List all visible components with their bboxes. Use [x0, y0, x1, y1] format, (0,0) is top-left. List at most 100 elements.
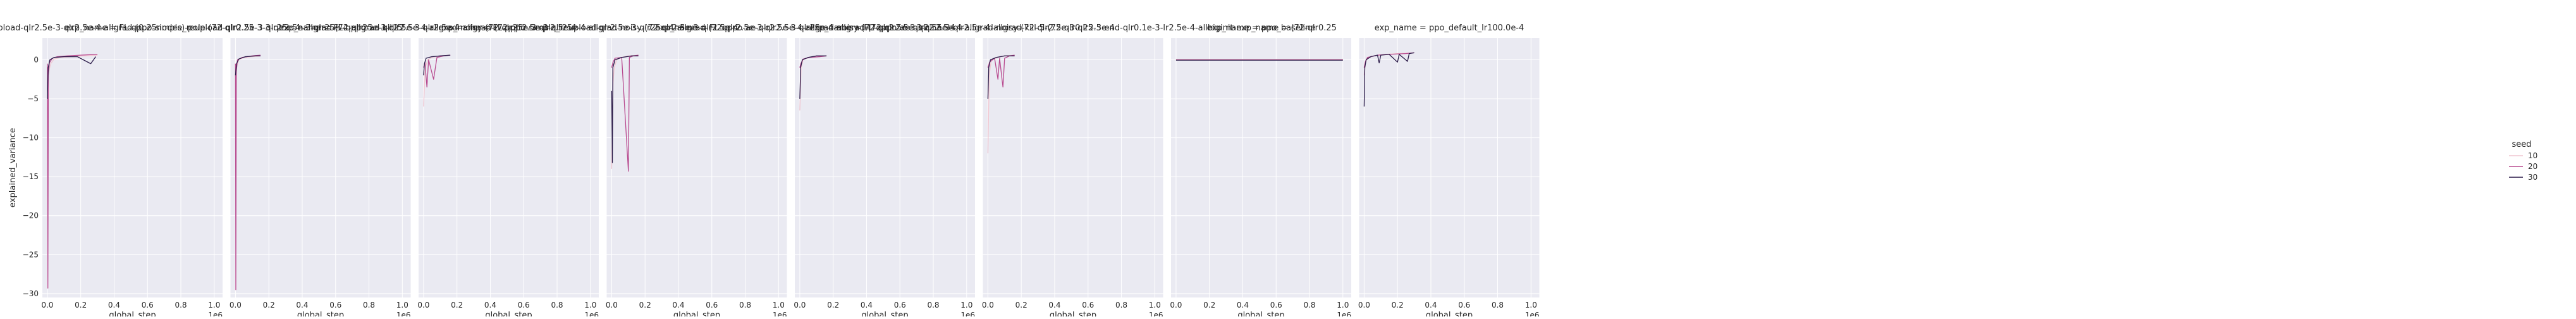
panel-2: 0.0 0.2 0.4 0.6 0.8 1.01e6global_stepexp_name… — [64, 23, 576, 319]
x-offset-label: 1e6 — [773, 311, 787, 316]
panel-series — [611, 54, 639, 172]
x-tick-label: 0.0 — [982, 301, 994, 310]
x-tick-label: 0.4 — [1048, 301, 1060, 310]
x-tick-label: 0.4 — [1237, 301, 1249, 310]
y-tick-label: −20 — [23, 211, 39, 220]
x-offset-label: 1e6 — [1525, 311, 1540, 316]
x-tick-label: 0.6 — [142, 301, 154, 310]
series-line-seed-20 — [423, 54, 451, 88]
legend-label-seed-20: 20 — [2528, 162, 2537, 171]
panel-series — [47, 54, 98, 289]
legend-label-seed-10: 10 — [2528, 151, 2537, 160]
panel-title: exp_name = FL-qppo-ae-qlr2.5e-3-qlr25e-4… — [655, 23, 1115, 33]
x-offset-label: 1e6 — [1337, 311, 1351, 316]
panel-title: exp_name = ppo_baseline — [1207, 23, 1316, 33]
panel-series — [987, 54, 1015, 154]
y-tick-label: −5 — [27, 94, 39, 103]
x-tick-label: 0.6 — [706, 301, 718, 310]
series-line-seed-30 — [611, 55, 639, 163]
x-tick-label: 0.2 — [451, 301, 463, 310]
x-axis-label: global_step — [297, 311, 344, 316]
y-tick-label: −30 — [23, 289, 39, 298]
y-tick-label: −15 — [23, 172, 39, 181]
plot-background — [983, 38, 1163, 297]
x-tick-label: 1.0 — [1149, 301, 1161, 310]
x-axis-label: global_step — [861, 311, 908, 316]
plot-background — [1171, 38, 1351, 297]
x-tick-label: 0.4 — [672, 301, 684, 310]
x-tick-label: 0.8 — [175, 301, 187, 310]
x-tick-label: 0.6 — [1082, 301, 1094, 310]
x-tick-label: 0.0 — [1358, 301, 1370, 310]
x-tick-label: 0.8 — [1303, 301, 1315, 310]
series-line-seed-30 — [235, 55, 261, 76]
series-line-seed-30 — [423, 54, 451, 76]
panel-title: exp_name = FL-qppo-ae-qlr2.5e-3-qlr2.5e-… — [809, 23, 1337, 33]
x-tick-label: 0.0 — [417, 301, 429, 310]
x-offset-label: 1e6 — [396, 311, 411, 316]
panel-title: exp_name = FL-qppo-simple_reupload-qlr2.… — [438, 23, 955, 33]
x-tick-label: 0.0 — [41, 301, 53, 310]
series-line-seed-20 — [987, 54, 1015, 88]
x-axis-label: global_step — [673, 311, 720, 316]
x-tick-label: 0.6 — [518, 301, 530, 310]
panel-title: exp_name = ppo_default_lr100.0e-4 — [1375, 23, 1524, 33]
legend: seed 10 20 30 — [2509, 140, 2537, 182]
x-tick-label: 1.0 — [773, 301, 785, 310]
panel-title: exp_name = FL-qppo-simple_reupload-qlr2.… — [64, 23, 576, 33]
plot-background — [606, 38, 787, 297]
x-tick-label: 0.2 — [1203, 301, 1215, 310]
series-line-seed-30 — [1363, 52, 1414, 107]
legend-title: seed — [2512, 140, 2531, 149]
x-tick-label: 0.0 — [230, 301, 242, 310]
x-tick-label: 0.4 — [861, 301, 873, 310]
x-tick-label: 0.6 — [329, 301, 341, 310]
panel-series — [1363, 52, 1414, 107]
series-line-seed-30 — [47, 56, 96, 99]
y-axis-label: explained_variance — [8, 128, 18, 208]
x-tick-label: 0.2 — [1015, 301, 1027, 310]
x-tick-label: 0.4 — [108, 301, 120, 310]
x-tick-label: 0.2 — [639, 301, 651, 310]
x-tick-label: 0.4 — [484, 301, 496, 310]
x-tick-label: 0.4 — [296, 301, 308, 310]
x-tick-label: 0.8 — [1492, 301, 1504, 310]
x-tick-label: 0.2 — [263, 301, 275, 310]
panel-3: 0.0 0.2 0.4 0.6 0.8 1.01e6global_stepexp_name… — [279, 23, 739, 319]
panel-series — [423, 54, 451, 107]
x-offset-label: 1e6 — [1149, 311, 1163, 316]
y-tick-label: −10 — [23, 134, 39, 142]
series-line-seed-30 — [987, 55, 1015, 99]
y-tick-label: 0 — [34, 55, 39, 64]
x-offset-label: 1e6 — [208, 311, 223, 316]
panel-series — [235, 54, 261, 291]
x-tick-label: 0.6 — [1458, 301, 1470, 310]
y-tick-label: −25 — [23, 250, 39, 259]
x-tick-label: 1.0 — [1525, 301, 1537, 310]
panel-title: exp_name = FL-qppo-ae-qlr2.5e-3-qlr2.5e-… — [279, 23, 739, 33]
panel-5: 0.0 0.2 0.4 0.6 0.8 1.01e6global_stepexp_name… — [655, 23, 1115, 319]
x-tick-label: 0.2 — [827, 301, 839, 310]
x-tick-label: 0.8 — [739, 301, 751, 310]
x-tick-label: 0.8 — [1115, 301, 1127, 310]
x-offset-label: 1e6 — [960, 311, 975, 316]
x-tick-label: 0.4 — [1425, 301, 1437, 310]
panel-series — [799, 55, 827, 111]
plot-background — [42, 38, 223, 297]
x-tick-label: 0.6 — [894, 301, 906, 310]
x-axis-label: global_step — [1050, 311, 1096, 316]
panel-4: 0.0 0.2 0.4 0.6 0.8 1.01e6global_stepexp_name… — [438, 23, 955, 319]
x-tick-label: 0.6 — [1270, 301, 1282, 310]
x-tick-label: 0.8 — [363, 301, 375, 310]
x-tick-label: 0.0 — [794, 301, 806, 310]
plot-background — [419, 38, 599, 297]
panel-6: 0.0 0.2 0.4 0.6 0.8 1.01e6global_stepexp_name… — [809, 23, 1337, 319]
x-axis-label: global_step — [485, 311, 532, 316]
x-tick-label: 0.8 — [551, 301, 563, 310]
x-offset-label: 1e6 — [584, 311, 599, 316]
x-tick-label: 1.0 — [584, 301, 596, 310]
